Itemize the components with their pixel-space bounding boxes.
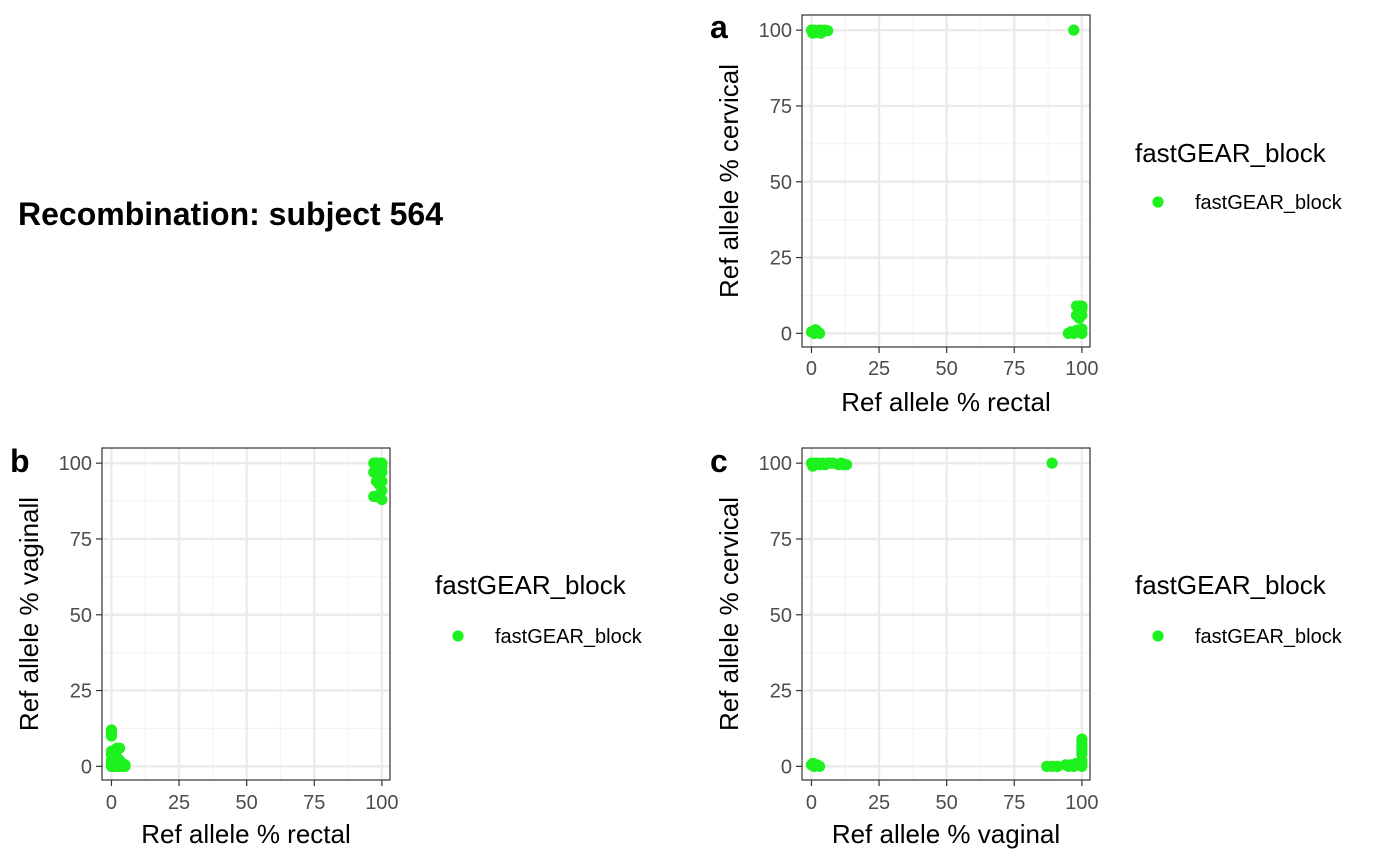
x-axis-title: Ref allele % vaginal	[832, 819, 1060, 849]
data-point	[809, 324, 822, 336]
panel-tag: b	[10, 443, 30, 479]
x-tick-label: 75	[303, 792, 325, 814]
y-axis-title: Ref allele % vaginall	[14, 497, 44, 731]
panel-border	[801, 447, 1091, 781]
data-point	[376, 466, 388, 478]
data-point	[107, 754, 119, 766]
panel-a: 0 25 50 75 100 0 25 50 75 100 Ref allele % rectal R…	[710, 9, 1343, 417]
y-tick-label: 50	[770, 605, 792, 627]
x-tick-label: 25	[868, 792, 890, 814]
data-point	[1076, 757, 1088, 769]
legend-title: fastGEAR_block	[435, 570, 627, 600]
y-tick-label: 100	[759, 20, 792, 42]
legend-title: fastGEAR_block	[1135, 570, 1327, 600]
legend-key	[1152, 630, 1164, 642]
data-point	[1073, 312, 1085, 324]
panel-tag: a	[710, 9, 728, 45]
data-point	[815, 27, 827, 39]
data-point	[1046, 457, 1058, 469]
y-tick-label: 75	[70, 529, 92, 551]
y-tick-label: 0	[81, 756, 92, 778]
legend: fastGEAR_block fastGEAR_block	[1135, 570, 1343, 648]
panel-border	[101, 447, 391, 781]
figure-title: Recombination: subject 564	[18, 196, 443, 232]
x-axis-title: Ref allele % rectal	[141, 819, 351, 849]
x-tick-label: 50	[236, 792, 258, 814]
x-tick-label: 0	[806, 358, 817, 380]
panel-border	[801, 14, 1091, 348]
data-point	[376, 493, 388, 506]
x-tick-label: 25	[868, 358, 890, 380]
data-point	[841, 459, 853, 471]
y-tick-label: 75	[770, 96, 792, 118]
y-tick-label: 100	[59, 453, 92, 475]
panel-tag: c	[710, 443, 728, 479]
x-tick-label: 100	[1065, 792, 1098, 814]
legend-label: fastGEAR_block	[1195, 626, 1343, 648]
x-tick-label: 50	[936, 358, 958, 380]
x-tick-label: 75	[1003, 358, 1025, 380]
x-tick-label: 0	[106, 792, 117, 814]
y-tick-label: 0	[781, 323, 792, 345]
legend: fastGEAR_block fastGEAR_block	[435, 570, 643, 648]
x-tick-label: 0	[806, 792, 817, 814]
y-tick-label: 50	[70, 605, 92, 627]
legend-key	[1152, 196, 1164, 208]
legend-label: fastGEAR_block	[495, 626, 643, 648]
y-tick-label: 75	[770, 529, 792, 551]
legend-key	[452, 630, 464, 642]
x-tick-label: 75	[1003, 792, 1025, 814]
legend-label: fastGEAR_block	[1195, 192, 1343, 214]
y-tick-label: 25	[770, 248, 792, 270]
x-tick-label: 100	[1065, 358, 1098, 380]
data-point	[807, 460, 819, 472]
x-tick-label: 100	[365, 792, 398, 814]
x-tick-label: 50	[936, 792, 958, 814]
data-point	[807, 757, 819, 769]
y-tick-label: 100	[759, 453, 792, 475]
legend-title: fastGEAR_block	[1135, 138, 1327, 168]
data-point	[1068, 24, 1080, 36]
data-point	[113, 742, 126, 754]
data-point	[105, 730, 118, 742]
x-axis-title: Ref allele % rectal	[841, 387, 1051, 417]
y-axis-title: Ref allele % cervical	[714, 497, 744, 731]
y-tick-label: 50	[770, 172, 792, 194]
y-tick-label: 0	[781, 756, 792, 778]
panel-b: 0 25 50 75 100 0 25 50 75 100 Ref allele % rectal R…	[10, 443, 643, 849]
y-tick-label: 25	[70, 681, 92, 703]
x-tick-label: 25	[168, 792, 190, 814]
data-point	[119, 759, 131, 771]
data-point	[1076, 323, 1088, 335]
y-tick-label: 25	[770, 681, 792, 703]
legend: fastGEAR_block fastGEAR_block	[1135, 138, 1343, 214]
y-axis-title: Ref allele % cervical	[714, 64, 744, 298]
